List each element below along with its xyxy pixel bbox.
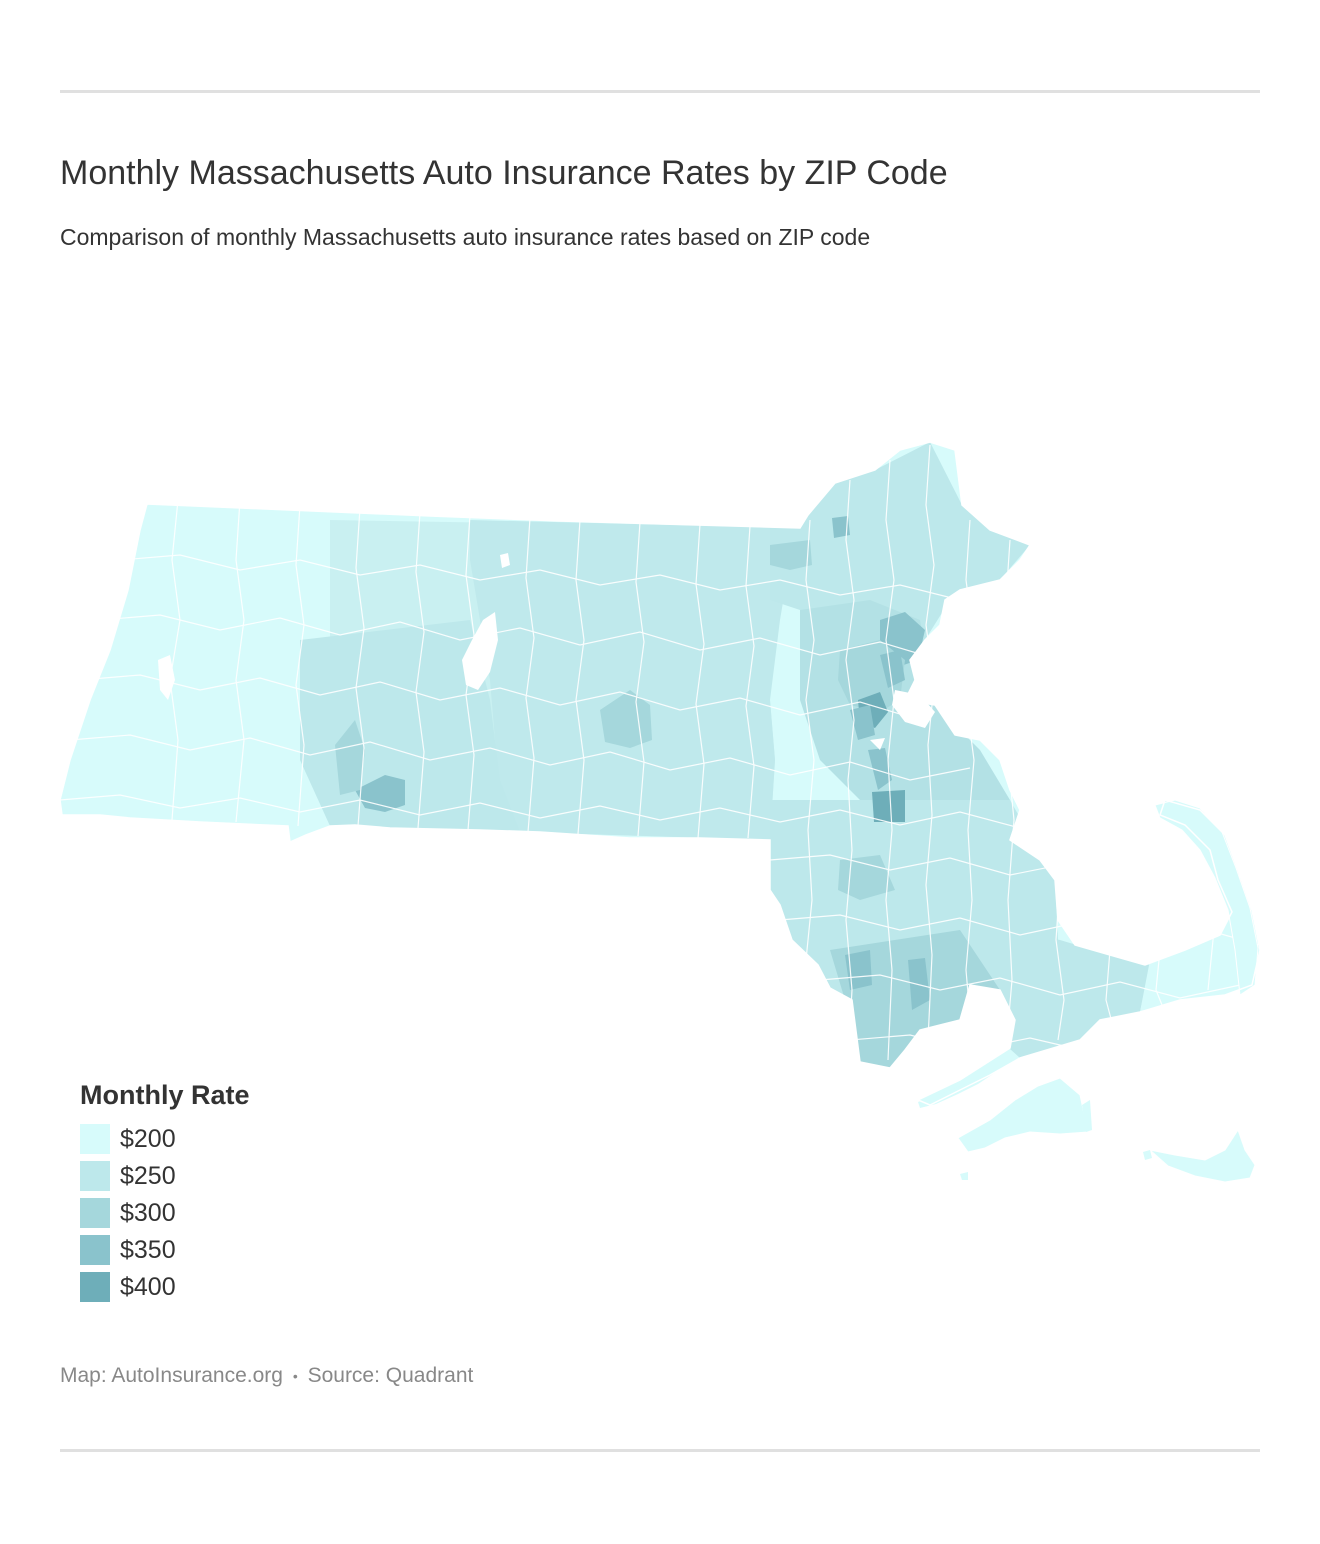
cuttyhunk bbox=[960, 1172, 968, 1180]
hotspot-worcester bbox=[600, 690, 652, 748]
legend-label-250: $250 bbox=[120, 1161, 176, 1190]
legend-label-400: $400 bbox=[120, 1272, 176, 1301]
legend-label-350: $350 bbox=[120, 1235, 176, 1264]
region-cape-outer bbox=[1140, 900, 1260, 1012]
separator-dot: • bbox=[292, 1368, 298, 1385]
legend-label-200: $200 bbox=[120, 1124, 176, 1153]
legend-swatch-250 bbox=[80, 1161, 110, 1191]
quabbin-reservoir bbox=[462, 612, 498, 690]
hotspot-brockton bbox=[872, 790, 905, 822]
hotspot-lawrence bbox=[832, 516, 850, 538]
map-legend: Monthly Rate $200 $250 $300 $350 $400 bbox=[80, 1080, 250, 1306]
page-title: Monthly Massachusetts Auto Insurance Rat… bbox=[60, 154, 948, 192]
hotspot-boston-south bbox=[850, 705, 875, 740]
legend-label-300: $300 bbox=[120, 1198, 176, 1227]
hotspot-new-bedford bbox=[908, 958, 930, 1010]
region-plymouth-north bbox=[1000, 930, 1150, 1058]
hotspot-randolph bbox=[868, 748, 892, 790]
bottom-divider bbox=[60, 1449, 1260, 1452]
legend-item-350: $350 bbox=[80, 1232, 250, 1268]
islands bbox=[918, 1060, 1256, 1183]
lakes bbox=[158, 553, 935, 750]
hotspot-chelsea-revere bbox=[880, 650, 905, 688]
region-northeast bbox=[770, 442, 1030, 650]
map-credit: Map: AutoInsurance.org bbox=[60, 1364, 283, 1387]
legend-item-400: $400 bbox=[80, 1269, 250, 1305]
legend-swatch-350 bbox=[80, 1235, 110, 1265]
source-credit: Map: AutoInsurance.org • Source: Quadran… bbox=[60, 1364, 473, 1388]
east-bay-island bbox=[870, 738, 885, 750]
legend-item-200: $200 bbox=[80, 1121, 250, 1157]
hotspot-springfield bbox=[355, 775, 405, 812]
tuckernuck bbox=[1143, 1150, 1152, 1160]
boston-harbor bbox=[892, 690, 935, 728]
hotspot-fall-river bbox=[845, 950, 872, 990]
hotspot-westfield-holyoke bbox=[335, 720, 365, 795]
page-subtitle: Comparison of monthly Massachusetts auto… bbox=[60, 224, 871, 250]
hotspot-taunton bbox=[838, 855, 895, 900]
data-source: Source: Quadrant bbox=[307, 1364, 474, 1387]
elizabeth-islands bbox=[918, 1060, 1012, 1108]
marthas-vineyard bbox=[957, 1077, 1089, 1153]
top-divider bbox=[60, 90, 1260, 93]
legend-swatch-300 bbox=[80, 1198, 110, 1228]
chappaquiddick bbox=[1082, 1100, 1092, 1132]
region-worcester-county bbox=[470, 520, 800, 840]
hotspot-lawrence-lowell bbox=[770, 540, 812, 570]
nantucket bbox=[1148, 1128, 1256, 1183]
legend-swatch-400 bbox=[80, 1272, 110, 1302]
legend-swatch-200 bbox=[80, 1124, 110, 1154]
legend-title: Monthly Rate bbox=[80, 1080, 250, 1110]
onota-lake bbox=[158, 655, 175, 700]
legend-item-250: $250 bbox=[80, 1158, 250, 1194]
region-shading bbox=[300, 442, 1260, 1080]
legend-item-300: $300 bbox=[80, 1195, 250, 1231]
wachusett-reservoir bbox=[500, 553, 510, 568]
